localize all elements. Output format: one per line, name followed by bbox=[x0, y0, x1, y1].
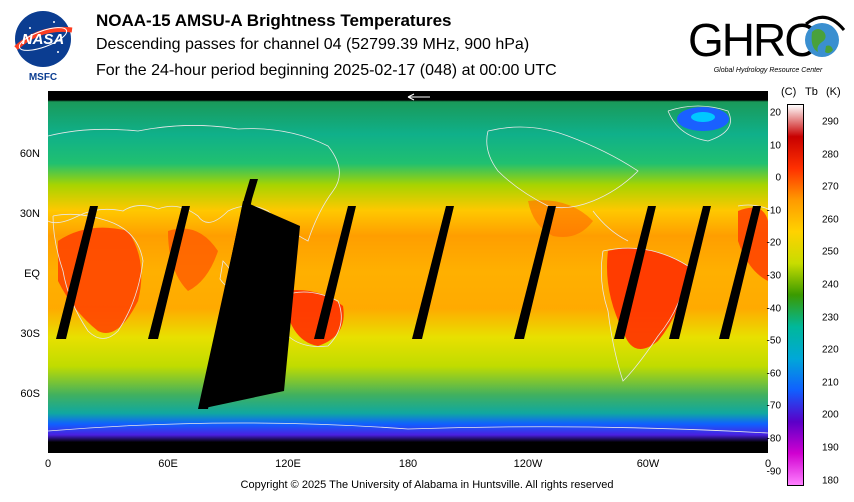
colorbar-tick-kelvin: 260 bbox=[822, 214, 839, 226]
msfc-text: MSFC bbox=[29, 72, 57, 82]
nasa-logo-text: NASA bbox=[22, 31, 65, 48]
colorbar-tick-kelvin: 250 bbox=[822, 246, 839, 258]
map-period: For the 24-hour period beginning 2025-02… bbox=[96, 62, 557, 79]
lon-label-120e: 120E bbox=[275, 458, 301, 470]
colorbar-tick-kelvin: 280 bbox=[822, 149, 839, 161]
colorbar-tick-kelvin: 190 bbox=[822, 442, 839, 454]
lat-label-60n: 60N bbox=[19, 148, 40, 160]
lon-label-120w: 120W bbox=[513, 458, 543, 470]
colorbar-tick-celsius: 20 bbox=[769, 107, 781, 119]
colorbar-tick-celsius: -20 bbox=[766, 237, 781, 249]
colorbar-tick-kelvin: 180 bbox=[822, 475, 839, 487]
colorbar-tick-celsius: 0 bbox=[775, 172, 781, 184]
map-subtitle: Descending passes for channel 04 (52799.… bbox=[96, 36, 530, 53]
colorbar-unit-tb: Tb bbox=[805, 86, 818, 98]
lat-label-30n: 30N bbox=[19, 208, 40, 220]
colorbar-tick-celsius: -90 bbox=[766, 466, 781, 478]
colorbar bbox=[787, 104, 804, 486]
colorbar-tick-celsius: 10 bbox=[769, 140, 781, 152]
brightness-temperature-map bbox=[48, 91, 768, 453]
lat-label-60s: 60S bbox=[20, 388, 40, 400]
colorbar-tick-celsius: -60 bbox=[766, 368, 781, 380]
orbit-direction-arrow bbox=[407, 93, 430, 101]
lon-label-60e: 60E bbox=[158, 458, 178, 470]
lon-label-60w: 60W bbox=[636, 458, 660, 470]
lat-label-eq: EQ bbox=[24, 268, 40, 280]
colorbar-tick-celsius: -70 bbox=[766, 400, 781, 412]
colorbar-tick-kelvin: 240 bbox=[822, 279, 839, 291]
orbit-swath-gaps bbox=[56, 179, 761, 409]
map-title: NOAA-15 AMSU-A Brightness Temperatures bbox=[96, 11, 452, 30]
colorbar-tick-celsius: -30 bbox=[766, 270, 781, 282]
lat-label-30s: 30S bbox=[20, 328, 40, 340]
ghrc-logo-subtitle: Global Hydrology Resource Center bbox=[714, 67, 823, 74]
colorbar-tick-kelvin: 230 bbox=[822, 312, 839, 324]
lon-label-0-east-edge: 0 bbox=[764, 458, 772, 470]
colorbar-unit-celsius: (C) bbox=[781, 86, 797, 98]
nasa-logo: NASA MSFC bbox=[14, 11, 73, 82]
colorbar-tick-celsius: -40 bbox=[766, 303, 781, 315]
colorbar-tick-kelvin: 270 bbox=[822, 181, 839, 193]
ghrc-logo-text: GHRC bbox=[688, 14, 816, 66]
copyright-notice: Copyright © 2025 The University of Alaba… bbox=[240, 479, 614, 491]
ghrc-logo: GHRC Global Hydrology Resource Center bbox=[688, 14, 846, 74]
colorbar-tick-kelvin: 200 bbox=[822, 409, 839, 421]
colorbar-tick-kelvin: 220 bbox=[822, 344, 839, 356]
colorbar-tick-celsius: -80 bbox=[766, 433, 781, 445]
colorbar-tick-kelvin: 210 bbox=[822, 377, 839, 389]
colorbar-tick-celsius: -50 bbox=[766, 335, 781, 347]
lon-label-0-west-edge: 0 bbox=[44, 458, 52, 470]
lon-label-180: 180 bbox=[398, 458, 418, 470]
colorbar-tick-kelvin: 290 bbox=[822, 116, 839, 128]
colorbar-tick-celsius: -10 bbox=[766, 205, 781, 217]
colorbar-unit-kelvin: (K) bbox=[826, 86, 841, 98]
